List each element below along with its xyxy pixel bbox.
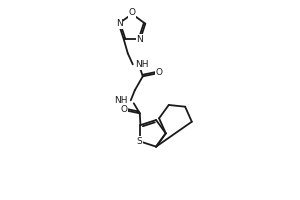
Text: N: N	[116, 19, 123, 28]
Text: O: O	[120, 105, 127, 114]
Text: N: N	[136, 35, 143, 44]
Text: O: O	[155, 68, 162, 77]
Text: O: O	[128, 8, 136, 17]
Text: NH: NH	[135, 60, 148, 69]
Text: NH: NH	[114, 96, 128, 105]
Text: S: S	[136, 137, 142, 146]
